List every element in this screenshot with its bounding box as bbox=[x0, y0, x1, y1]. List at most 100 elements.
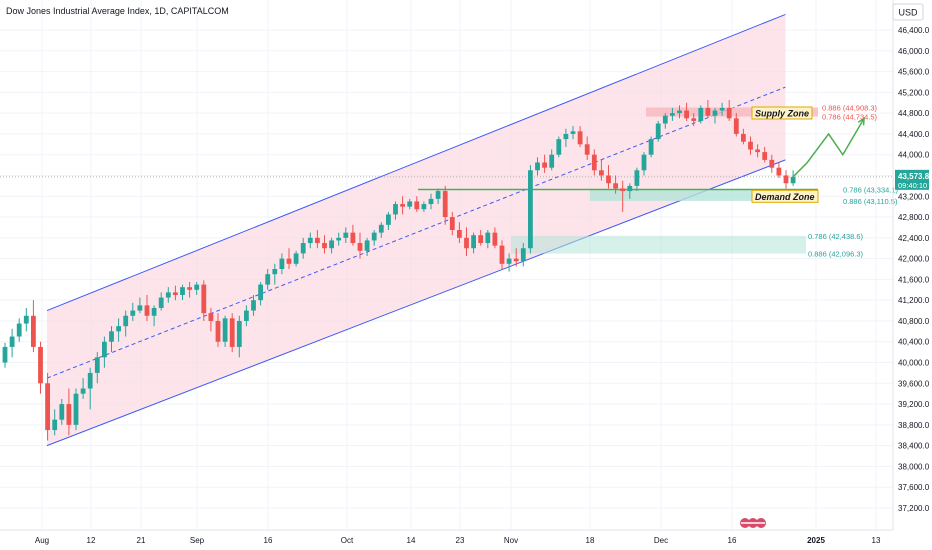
candle-body[interactable] bbox=[783, 175, 789, 184]
candle-body[interactable] bbox=[251, 300, 256, 311]
candle-body[interactable] bbox=[2, 346, 8, 363]
candle-body[interactable] bbox=[286, 258, 292, 264]
candle-body[interactable] bbox=[116, 326, 121, 332]
candle-body[interactable] bbox=[591, 154, 597, 171]
candle-body[interactable] bbox=[719, 107, 725, 111]
candle-body[interactable] bbox=[222, 318, 228, 342]
candle-body[interactable] bbox=[421, 204, 427, 210]
candle-body[interactable] bbox=[520, 248, 526, 262]
candle-body[interactable] bbox=[733, 118, 739, 134]
candle-body[interactable] bbox=[549, 154, 555, 168]
candle-body[interactable] bbox=[769, 159, 775, 168]
candle-body[interactable] bbox=[343, 232, 349, 238]
candle-body[interactable] bbox=[293, 253, 299, 264]
candle-body[interactable] bbox=[528, 170, 533, 249]
lower-demand-zone[interactable] bbox=[511, 235, 806, 254]
candle-body[interactable] bbox=[556, 139, 562, 155]
channel-upper-line[interactable] bbox=[46, 13, 786, 312]
candle-body[interactable] bbox=[513, 258, 519, 262]
demand-zone[interactable] bbox=[590, 189, 818, 201]
candle-body[interactable] bbox=[350, 232, 356, 244]
candle-body[interactable] bbox=[279, 258, 285, 269]
candle-body[interactable] bbox=[691, 118, 697, 121]
candle-body[interactable] bbox=[670, 113, 675, 116]
candle-body[interactable] bbox=[215, 320, 221, 342]
candle-body[interactable] bbox=[386, 214, 391, 225]
candle-body[interactable] bbox=[109, 331, 114, 342]
candle-body[interactable] bbox=[535, 162, 540, 171]
candle-body[interactable] bbox=[194, 284, 200, 290]
candle-body[interactable] bbox=[315, 237, 320, 244]
channel-midline[interactable] bbox=[46, 86, 786, 379]
candle-body[interactable] bbox=[307, 237, 313, 244]
candle-body[interactable] bbox=[364, 240, 370, 251]
candle-body[interactable] bbox=[712, 110, 718, 116]
candle-body[interactable] bbox=[627, 185, 633, 192]
candle-body[interactable] bbox=[776, 167, 782, 176]
candle-body[interactable] bbox=[244, 310, 249, 321]
candle-body[interactable] bbox=[449, 217, 455, 231]
demand-zone-label-box[interactable] bbox=[751, 189, 819, 203]
candle-body[interactable] bbox=[613, 183, 618, 189]
earnings-icon[interactable] bbox=[740, 518, 766, 528]
candle-body[interactable] bbox=[393, 204, 398, 215]
candle-body[interactable] bbox=[563, 133, 569, 140]
candle-body[interactable] bbox=[137, 305, 143, 311]
candle-body[interactable] bbox=[23, 315, 29, 324]
candle-body[interactable] bbox=[762, 152, 768, 160]
candle-body[interactable] bbox=[265, 274, 271, 285]
candle-body[interactable] bbox=[542, 162, 547, 168]
candle-body[interactable] bbox=[457, 230, 462, 238]
candle-body[interactable] bbox=[329, 240, 334, 249]
candle-body[interactable] bbox=[442, 191, 448, 218]
supply-zone[interactable] bbox=[646, 107, 818, 117]
supply-zone-label-box[interactable] bbox=[751, 106, 813, 120]
price-badge[interactable] bbox=[895, 169, 929, 190]
candle-body[interactable] bbox=[336, 237, 342, 241]
candle-body[interactable] bbox=[492, 232, 498, 246]
candle-body[interactable] bbox=[236, 320, 242, 347]
candle-body[interactable] bbox=[173, 292, 178, 295]
candle-body[interactable] bbox=[790, 176, 796, 184]
candle-body[interactable] bbox=[755, 149, 760, 153]
candle-body[interactable] bbox=[371, 232, 377, 241]
candle-body[interactable] bbox=[258, 284, 263, 301]
candle-body[interactable] bbox=[407, 201, 413, 207]
candle-body[interactable] bbox=[741, 133, 746, 142]
candle-body[interactable] bbox=[31, 315, 36, 347]
candle-body[interactable] bbox=[606, 175, 611, 184]
candle-body[interactable] bbox=[45, 383, 50, 431]
candle-body[interactable] bbox=[87, 372, 93, 389]
currency-box[interactable] bbox=[892, 3, 924, 21]
candle-body[interactable] bbox=[485, 232, 491, 244]
candle-body[interactable] bbox=[464, 237, 469, 249]
candle-body[interactable] bbox=[506, 258, 512, 264]
candle-body[interactable] bbox=[130, 310, 136, 316]
candle-body[interactable] bbox=[94, 357, 100, 373]
candle-body[interactable] bbox=[648, 139, 654, 155]
projection-path[interactable] bbox=[792, 117, 865, 178]
candle-body[interactable] bbox=[102, 341, 107, 358]
candle-body[interactable] bbox=[151, 307, 157, 316]
candle-body[interactable] bbox=[208, 313, 214, 321]
candle-body[interactable] bbox=[499, 245, 505, 264]
candle-body[interactable] bbox=[66, 404, 72, 425]
candle-body[interactable] bbox=[705, 107, 711, 116]
candle-body[interactable] bbox=[272, 269, 278, 275]
candle-body[interactable] bbox=[471, 235, 476, 249]
candle-body[interactable] bbox=[428, 198, 434, 205]
candle-body[interactable] bbox=[300, 243, 306, 254]
candle-body[interactable] bbox=[80, 388, 86, 394]
candle-body[interactable] bbox=[577, 131, 583, 145]
candle-body[interactable] bbox=[662, 115, 668, 124]
candle-body[interactable] bbox=[180, 287, 185, 295]
candle-body[interactable] bbox=[229, 318, 235, 347]
candle-body[interactable] bbox=[201, 284, 207, 314]
candle-body[interactable] bbox=[38, 346, 43, 384]
candle-body[interactable] bbox=[187, 287, 192, 290]
candle-body[interactable] bbox=[16, 323, 22, 337]
candle-body[interactable] bbox=[726, 107, 732, 119]
candle-body[interactable] bbox=[655, 123, 661, 140]
